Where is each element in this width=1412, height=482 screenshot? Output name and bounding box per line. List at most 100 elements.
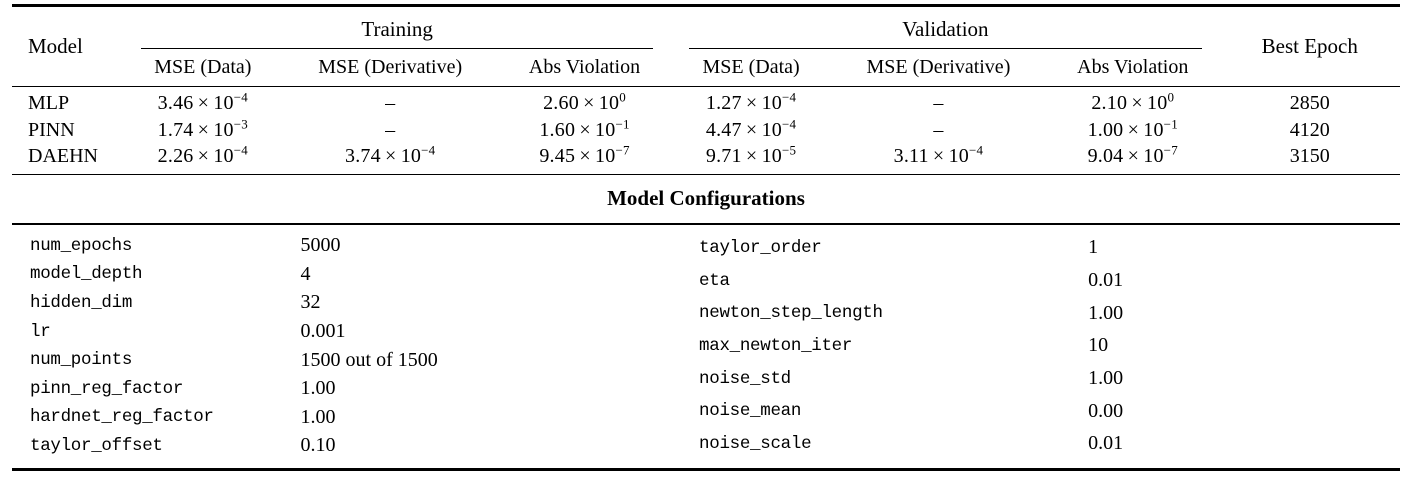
missing-value: – [933, 118, 944, 141]
metric-cell: 3.74 × 10−4 [283, 141, 498, 174]
exponent: −4 [233, 141, 248, 157]
exponent: −4 [782, 89, 797, 105]
training-group-rule: Training [141, 16, 654, 49]
scientific-value: 1.74 × 10−3 [157, 115, 248, 141]
config-key: hidden_dim [30, 292, 133, 313]
missing-value: – [385, 92, 396, 115]
exponent: −4 [969, 141, 984, 157]
config-row-taylor_order: taylor_order 1 [699, 232, 1400, 265]
metric-cell: 2.60 × 100 [498, 87, 672, 116]
best-epoch-value: 2850 [1289, 92, 1330, 115]
best-epoch-value: 4120 [1289, 118, 1330, 141]
config-key: newton_step_length [699, 303, 883, 324]
validation-group-header: Validation [671, 7, 1219, 49]
result-row-daehn: DAEHN 2.26 × 10−4 3.74 × 10−4 9.45 × 10−7 9.… [12, 141, 1400, 174]
metric-cell: 3.11 × 10−4 [831, 141, 1046, 174]
config-key: taylor_order [699, 237, 822, 258]
scientific-value: 2.26 × 10−4 [157, 141, 248, 167]
metric-cell: – [283, 116, 498, 145]
config-row-lr: lr 0.001 [12, 317, 699, 346]
subheader-training-mse-derivative: MSE (Derivative) [318, 55, 463, 78]
model-name: DAEHN [28, 144, 98, 167]
config-row-taylor_offset: taylor_offset 0.10 [12, 432, 699, 461]
metric-cell: 9.45 × 10−7 [498, 141, 672, 174]
metric-cell: 1.00 × 10−1 [1046, 116, 1220, 145]
config-key: taylor_offset [30, 435, 163, 456]
validation-group-rule: Validation [689, 16, 1202, 49]
config-value: 0.00 [1088, 399, 1124, 422]
subheader-validation-mse-derivative: MSE (Derivative) [866, 55, 1011, 78]
config-key: pinn_reg_factor [30, 378, 184, 399]
metric-cell: 2.26 × 10−4 [123, 141, 283, 174]
metric-cell: 1.27 × 10−4 [671, 87, 831, 116]
model-name: PINN [28, 118, 75, 141]
scientific-value: 3.11 × 10−4 [893, 141, 984, 167]
result-row-pinn: PINN 1.74 × 10−3 – 1.60 × 10−1 4.47 × 10−4 – 1… [12, 116, 1400, 145]
missing-value: – [385, 118, 396, 141]
config-value: 4 [300, 262, 311, 285]
metric-cell: 1.60 × 10−1 [498, 116, 672, 145]
config-value: 5000 [300, 234, 341, 257]
config-value: 0.01 [1088, 432, 1124, 455]
config-row-noise_mean: noise_mean 0.00 [699, 395, 1400, 428]
missing-value: – [933, 92, 944, 115]
config-table-left: num_epochs 5000 model_depth 4 hidden_dim 32 lr… [12, 232, 699, 461]
metric-cell: 3.46 × 10−4 [123, 87, 283, 116]
config-key: noise_mean [699, 401, 802, 422]
config-key: num_epochs [30, 235, 133, 256]
metric-cell: 4.47 × 10−4 [671, 116, 831, 145]
training-group-label: Training [361, 16, 433, 41]
config-value: 0.001 [300, 320, 346, 343]
exponent: −1 [1163, 115, 1178, 131]
metric-cell: 2.10 × 100 [1046, 87, 1220, 116]
metric-cell: – [283, 87, 498, 116]
group-header-row: Model Training Validation Best Epoch [12, 7, 1400, 58]
config-value: 1 [1088, 236, 1099, 259]
best-epoch-column-header: Best Epoch [1261, 33, 1358, 58]
scientific-value: 3.74 × 10−4 [345, 141, 436, 167]
config-title-rule [12, 223, 1400, 225]
training-group-header: Training [123, 7, 671, 49]
config-table-right: taylor_order 1 eta 0.01 newton_step_length 1.… [699, 232, 1400, 461]
scientific-value: 2.60 × 100 [543, 89, 626, 115]
config-row-model_depth: model_depth 4 [12, 260, 699, 289]
results-bottom-rule [12, 173, 1400, 175]
config-row-hardnet_reg_factor: hardnet_reg_factor 1.00 [12, 403, 699, 432]
config-key: model_depth [30, 264, 143, 285]
exponent: −5 [782, 141, 797, 157]
config-row-noise_scale: noise_scale 0.01 [699, 428, 1400, 461]
config-key: num_points [30, 350, 133, 371]
config-row-pinn_reg_factor: pinn_reg_factor 1.00 [12, 374, 699, 403]
metric-cell: 1.74 × 10−3 [123, 116, 283, 145]
metric-cell: 9.71 × 10−5 [671, 141, 831, 174]
config-key: noise_scale [699, 433, 812, 454]
config-key: hardnet_reg_factor [30, 407, 214, 428]
exponent: −7 [1163, 141, 1178, 157]
config-key: lr [30, 321, 51, 342]
config-value: 1.00 [300, 405, 336, 428]
scientific-value: 1.27 × 10−4 [705, 89, 797, 115]
config-key: eta [699, 270, 730, 291]
config-value: 1.00 [1088, 301, 1124, 324]
bottom-rule [12, 468, 1400, 471]
exponent: −4 [782, 115, 797, 131]
config-value: 1.00 [1088, 367, 1124, 390]
scientific-value: 1.60 × 10−1 [539, 115, 630, 141]
subheader-row: MSE (Data) MSE (Derivative) Abs Violation M… [12, 49, 1400, 87]
scientific-value: 1.00 × 10−1 [1087, 115, 1178, 141]
subheader-validation-abs-violation: Abs Violation [1077, 55, 1189, 78]
scientific-value: 9.71 × 10−5 [705, 141, 797, 167]
config-value: 0.01 [1088, 269, 1124, 291]
validation-group-label: Validation [902, 16, 989, 41]
subheader-training-mse-data: MSE (Data) [154, 55, 252, 78]
config-row-newton_step_length: newton_step_length 1.00 [699, 297, 1400, 330]
model-name: MLP [28, 92, 70, 115]
exponent: −1 [615, 115, 630, 131]
config-key: noise_std [699, 368, 791, 389]
subheader-validation-mse-data: MSE (Data) [702, 55, 800, 78]
scientific-value: 2.10 × 100 [1091, 89, 1175, 115]
config-row-noise_std: noise_std 1.00 [699, 362, 1400, 395]
exponent: 0 [619, 89, 626, 105]
config-value: 1.00 [300, 377, 336, 400]
scientific-value: 9.45 × 10−7 [539, 141, 630, 167]
